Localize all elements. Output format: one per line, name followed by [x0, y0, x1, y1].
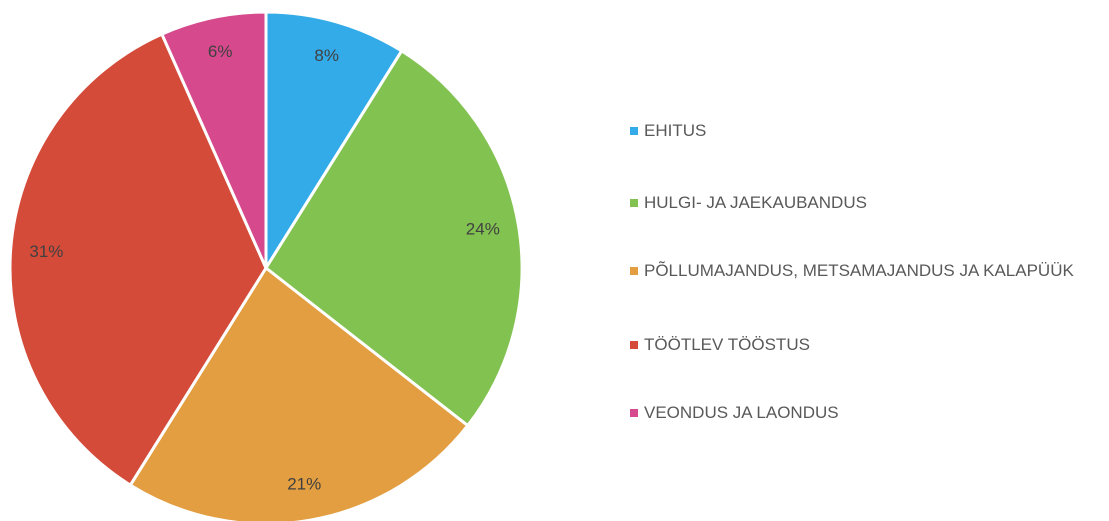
- legend-label: EHITUS: [644, 121, 707, 140]
- legend-label: TÖÖTLEV TÖÖSTUS: [644, 335, 810, 354]
- pie-slice: [264, 48, 524, 428]
- legend-swatch: [630, 409, 638, 417]
- legend-label: HULGI- JA JAEKAUBANDUS: [644, 193, 867, 212]
- legend-item: EHITUS: [630, 117, 1090, 144]
- legend-item: VEONDUS JA LAONDUS: [630, 399, 1090, 426]
- legend-swatch: [630, 341, 638, 349]
- legend-swatch: [630, 199, 638, 207]
- legend-item: HULGI- JA JAEKAUBANDUS: [630, 189, 1090, 216]
- pie-slice: [128, 265, 470, 521]
- pie-slice: [8, 32, 268, 488]
- data-label: 31%: [29, 242, 63, 261]
- data-label: 6%: [208, 42, 233, 61]
- legend-label: PÕLLUMAJANDUS, METSAMAJANDUS JA KALAPÜÜK: [644, 261, 1074, 280]
- data-label: 24%: [466, 219, 500, 238]
- legend-swatch: [630, 267, 638, 275]
- pie-slice: [159, 10, 268, 269]
- legend-swatch: [630, 127, 638, 135]
- data-label: 8%: [314, 46, 339, 65]
- pie-slice: [264, 10, 404, 274]
- legend-item: PÕLLUMAJANDUS, METSAMAJANDUS JA KALAPÜÜK: [630, 257, 1090, 284]
- legend-label: VEONDUS JA LAONDUS: [644, 403, 839, 422]
- data-label: 21%: [287, 474, 321, 493]
- chart: 8% 24% 21% 31% 6%: [8, 10, 524, 521]
- legend-item: TÖÖTLEV TÖÖSTUS: [630, 331, 1090, 358]
